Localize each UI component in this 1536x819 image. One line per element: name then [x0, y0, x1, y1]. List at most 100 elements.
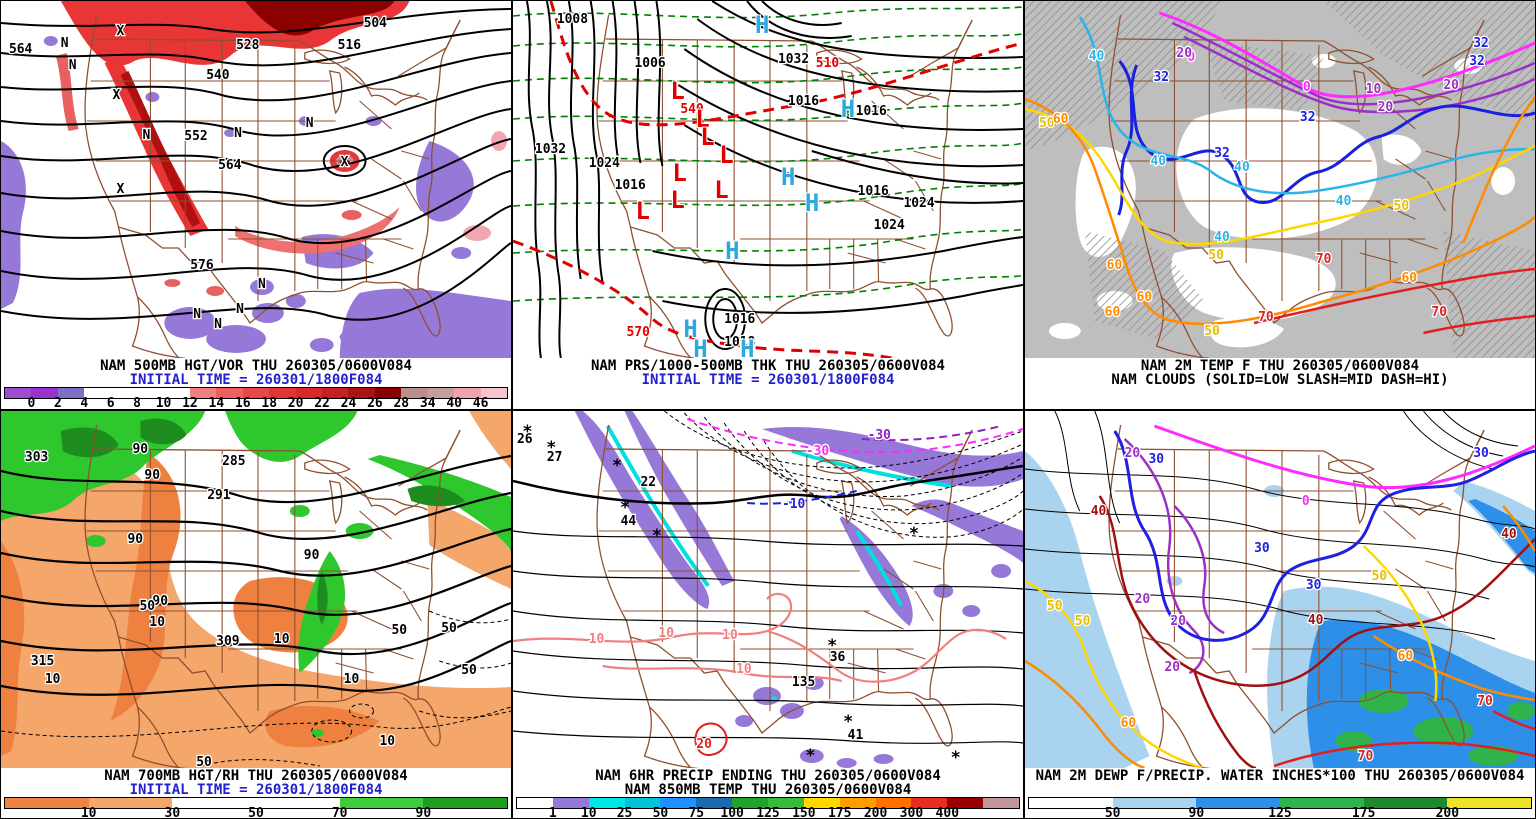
map-label: 50 — [139, 599, 155, 614]
map-label: 40 — [1336, 194, 1352, 209]
vorticity-colorbar: 0 2 4 6 8 10 12 14 16 18 20 22 24 26 28 34 40 46 — [4, 387, 508, 409]
map-label: 20 — [1164, 660, 1180, 675]
colorbar-segment — [839, 798, 876, 808]
map-label: 135 — [792, 675, 815, 690]
map-label: 528 — [236, 38, 259, 53]
map-label: 60 — [1398, 649, 1414, 664]
map-label: N — [142, 128, 150, 143]
map-label: 50 — [196, 755, 212, 768]
map-label: 40 — [1089, 49, 1105, 64]
map-label: 540 — [206, 68, 230, 83]
panel-subtitle: NAM CLOUDS (SOLID=LOW SLASH=MID DASH=HI) — [1111, 372, 1449, 388]
map-label: 60 — [1105, 305, 1121, 320]
colorbar-tick: 200 — [863, 806, 888, 819]
colorbar-tick: 26 — [367, 396, 383, 410]
map-label: 1018 — [724, 335, 755, 350]
map-label: 20 — [1443, 78, 1459, 93]
map-label: 40 — [1091, 504, 1107, 519]
map-label: N — [236, 302, 244, 317]
map-label: 32 — [1473, 36, 1489, 51]
caption-500mb: NAM 500MB HGT/VOR THU 260305/0600V084 IN… — [1, 358, 511, 409]
map-label: 60 — [1121, 716, 1137, 731]
map-label: 576 — [190, 258, 214, 273]
panel-2m-temp-clouds: 0 0 20 20 10 20 32 32 32 32 32 40 40 40 40 40 50 50 50 50 60… — [1024, 0, 1536, 410]
map-label: N — [258, 277, 266, 292]
map-label: 10 — [380, 734, 396, 749]
initial-time: INITIAL TIME = 260301/1800F084 — [641, 372, 895, 388]
precip-shading — [574, 411, 1023, 768]
map-label: * — [547, 437, 556, 457]
map-label: 70 — [1358, 749, 1374, 764]
colorbar-tick: 2 — [53, 396, 62, 410]
map-label: N — [69, 58, 77, 73]
colorbar-segment — [348, 388, 375, 398]
map-label: 20 — [696, 737, 712, 752]
colorbar-segment — [189, 388, 217, 398]
colorbar-segment — [5, 798, 89, 808]
map-label: L — [714, 176, 728, 204]
map-label: 309 — [216, 634, 239, 649]
map-label: 504 — [364, 16, 388, 31]
map-label: 40 — [1214, 230, 1230, 245]
map-label: * — [828, 635, 837, 655]
map-label: 10 — [658, 626, 674, 641]
map-label: 60 — [1402, 271, 1418, 286]
panel-2m-dewp-pwat: 20 20 20 20 30 30 30 30 40 40 40 50 50 50 60 60 70 70 0 NA… — [1024, 410, 1536, 819]
colorbar-tick: 28 — [393, 396, 410, 410]
colorbar-segment — [517, 798, 553, 808]
map-label: 1016 — [858, 184, 889, 199]
colorbar-segment — [322, 388, 349, 398]
map-label: 1016 — [788, 94, 819, 109]
map-label: 50 — [461, 663, 477, 678]
colorbar-segment — [1112, 798, 1197, 808]
humidity-shading — [1, 411, 511, 768]
colorbar-tick: 90 — [415, 806, 432, 819]
map-label: 60 — [1107, 258, 1123, 273]
panel-title: NAM 500MB HGT/VOR THU 260305/0600V084 — [100, 358, 412, 374]
map-label: N — [214, 317, 222, 332]
mid-cloud-hatching — [1025, 1, 1535, 358]
map-label: 41 — [848, 728, 864, 743]
panel-title: NAM 2M TEMP F THU 260305/0600V084 — [1140, 358, 1420, 374]
colorbar-segment — [269, 388, 296, 398]
map-label: N — [306, 116, 314, 131]
map-label: 1016 — [724, 312, 755, 327]
map-label: N — [193, 307, 201, 322]
map-label: 40 — [1234, 160, 1250, 175]
temperature-contours — [1025, 11, 1535, 335]
map-label: 32 — [1469, 54, 1485, 69]
colorbar-tick: 22 — [314, 396, 330, 410]
map-label: L — [672, 159, 686, 187]
map-label: H — [725, 237, 739, 265]
panel-700mb-hgt-rh: 303 285 291 309 315 90 90 90 90 90 50 50 50 50 50 10 10 1… — [0, 410, 512, 819]
map-label: 50 — [1208, 248, 1224, 263]
colorbar-segment — [374, 388, 402, 398]
colorbar-segment — [768, 798, 804, 808]
map-label: 30 — [1254, 541, 1270, 556]
colorbar-tick: 25 — [616, 806, 633, 819]
map-label: 30 — [1149, 452, 1165, 467]
colorbar-segment — [480, 388, 508, 398]
map-label: L — [719, 141, 733, 169]
map-2m-dewp-pwat: 20 20 20 20 30 30 30 30 40 40 40 50 50 50 60 60 70 70 0 — [1025, 411, 1535, 768]
map-label: 20 — [1378, 100, 1394, 115]
map-label: 90 — [128, 532, 144, 547]
map-label: 20 — [1135, 592, 1151, 607]
map-label: 50 — [1372, 569, 1388, 584]
dewpoint-contours — [1025, 424, 1535, 768]
map-labels-dewp: 20 20 20 20 30 30 30 30 40 40 40 50 50 50 60 60 70 70 0 — [1046, 445, 1518, 766]
colorbar-segment — [84, 388, 111, 398]
map-label: 20 — [1125, 446, 1141, 461]
map-label: L — [670, 186, 684, 214]
map-label: H — [781, 163, 795, 191]
caption-prs: NAM PRS/1000-500MB THK THU 260305/0600V0… — [513, 358, 1023, 409]
colorbar-tick: 10 — [80, 806, 97, 819]
map-label: 564 — [218, 158, 242, 173]
map-label: 0 — [1303, 80, 1311, 95]
map-label: 540 — [680, 102, 704, 117]
colorbar-segment — [1447, 798, 1532, 808]
map-label: 1016 — [615, 178, 646, 193]
map-label: 50 — [391, 623, 407, 638]
colorbar-tick: 50 — [1104, 806, 1121, 819]
